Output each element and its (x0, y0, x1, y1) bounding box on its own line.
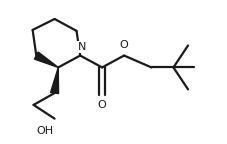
Text: O: O (119, 40, 128, 51)
Text: OH: OH (36, 126, 53, 136)
Text: O: O (97, 100, 106, 110)
Text: N: N (78, 42, 86, 52)
Polygon shape (34, 52, 58, 67)
Polygon shape (50, 67, 58, 94)
